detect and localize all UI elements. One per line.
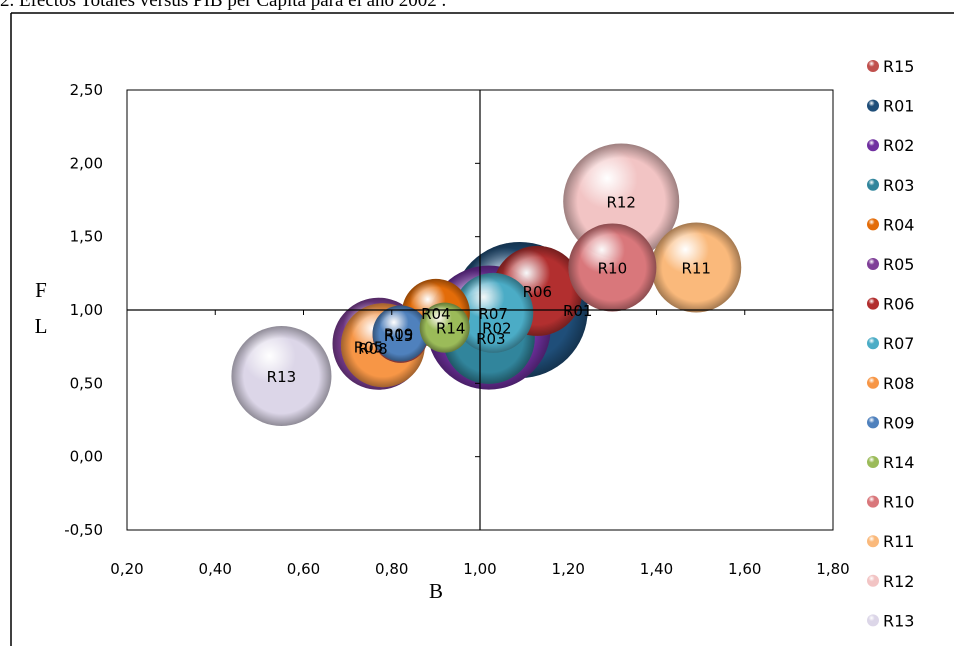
legend-marker (867, 60, 879, 72)
y-tick-label: 0,00 (70, 448, 103, 466)
axis-crosshair (126, 89, 834, 531)
y-tick-label: 1,00 (70, 301, 103, 319)
legend-label: R08 (883, 374, 914, 393)
legend-item-r12: R12 (867, 572, 914, 591)
legend-item-r01: R01 (867, 97, 914, 116)
legend-item-r10: R10 (867, 493, 914, 512)
bubble-label-r07: R07 (478, 305, 508, 323)
legend-item-r08: R08 (867, 374, 914, 393)
legend-item-r15: R15 (867, 57, 914, 76)
bubbles-layer (231, 143, 742, 426)
legend-marker (867, 178, 879, 191)
bubble-label-r03: R03 (476, 330, 506, 348)
legend-marker (867, 416, 879, 429)
x-tick-label: 0,80 (375, 560, 408, 578)
legend-label: R09 (883, 413, 914, 432)
x-axis-tick-labels: 0,20 0,40 0,60 0,80 1,00 1,20 1,40 1,60 1,80 (110, 560, 849, 578)
legend: R15 R01 R02 R03 R04 R05 R06 R07 R08 R09 R14 R10 R11 R… (867, 57, 914, 630)
bubble-label-r11: R11 (681, 259, 711, 277)
bubble-shade-r11 (651, 222, 742, 313)
legend-item-r06: R06 (867, 295, 914, 314)
y-tick-label: 2,50 (70, 81, 103, 99)
legend-item-r04: R04 (867, 215, 914, 234)
legend-item-r07: R07 (867, 334, 914, 353)
legend-label: R07 (883, 334, 914, 353)
legend-marker (867, 99, 879, 112)
legend-marker (867, 495, 879, 508)
bubble-label-r14: R14 (436, 320, 466, 338)
legend-label: R04 (883, 215, 914, 234)
legend-label: R06 (883, 295, 914, 314)
legend-item-r13: R13 (867, 611, 914, 630)
bubble-label-r10: R10 (598, 259, 628, 277)
legend-marker (867, 297, 879, 310)
y-axis-label-line1: F (35, 278, 47, 302)
x-tick-label: 1,40 (640, 560, 673, 578)
x-tick-label: 1,20 (552, 560, 585, 578)
legend-marker (867, 258, 879, 270)
x-tick-label: 1,80 (816, 560, 849, 578)
legend-item-r14: R14 (867, 453, 914, 472)
bubble-shade-r14 (419, 302, 470, 353)
bubble-label-r15: R15 (384, 327, 414, 345)
legend-item-r03: R03 (867, 176, 914, 195)
legend-label: R01 (883, 97, 914, 116)
legend-label: R12 (883, 572, 914, 591)
legend-marker (867, 614, 879, 627)
y-axis-label-line2: L (35, 314, 48, 338)
legend-label: R15 (883, 57, 914, 76)
bubble-label-r02: R02 (482, 320, 512, 338)
bubble-label-r04: R04 (421, 305, 451, 323)
legend-label: R10 (883, 493, 914, 512)
y-tick-label: -0,50 (64, 521, 103, 539)
legend-marker (867, 574, 879, 587)
bubble-shade-r07 (453, 272, 534, 353)
bubble-label-r12: R12 (606, 193, 636, 211)
x-tick-label: 0,40 (199, 560, 232, 578)
x-axis-label: B (429, 579, 443, 603)
legend-item-r02: R02 (867, 136, 914, 155)
legend-label: R02 (883, 136, 914, 155)
bubble-label-r09: R09 (384, 325, 414, 343)
y-axis-tick-labels: -0,50 0,00 0,50 1,00 1,50 2,00 2,50 (64, 81, 103, 539)
legend-label: R11 (883, 532, 914, 551)
x-tick-label: 1,60 (728, 560, 761, 578)
bubble-shade-r13 (231, 326, 332, 426)
bubble-label-r06: R06 (523, 283, 553, 301)
legend-item-r11: R11 (867, 532, 914, 551)
legend-marker (867, 337, 879, 350)
bubble-label-r08: R08 (358, 340, 388, 358)
y-tick-label: 0,50 (70, 374, 103, 392)
bubble-label-r13: R13 (267, 368, 297, 386)
x-tick-label: 0,60 (287, 560, 320, 578)
y-tick-label: 2,00 (70, 154, 103, 172)
legend-marker (867, 218, 879, 231)
legend-marker (867, 376, 879, 389)
x-tick-label: 0,20 (110, 560, 143, 578)
legend-label: R05 (883, 255, 914, 274)
legend-label: R13 (883, 611, 914, 630)
bubble-label-r01: R01 (563, 302, 593, 320)
chart-title: 2. Efectos Totales versus PIB per Cápita… (0, 0, 447, 11)
legend-marker (867, 535, 879, 548)
bubble-label-r05: R05 (354, 339, 384, 357)
x-tick-label: 1,00 (463, 560, 496, 578)
bubble-shade-r09 (372, 305, 429, 362)
bubble-shade-r10 (568, 223, 657, 312)
legend-item-r05: R05 (867, 255, 914, 274)
legend-item-r09: R09 (867, 413, 914, 432)
y-tick-label: 1,50 (70, 228, 103, 246)
legend-label: R03 (883, 176, 914, 195)
legend-label: R14 (883, 453, 914, 472)
legend-marker (867, 139, 879, 152)
legend-marker (867, 456, 879, 468)
